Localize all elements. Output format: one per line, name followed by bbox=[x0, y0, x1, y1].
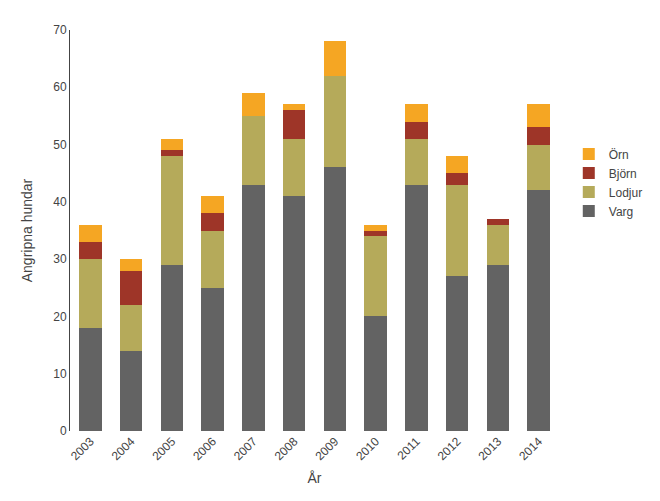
svg-text:20: 20 bbox=[53, 310, 67, 324]
svg-text:2014: 2014 bbox=[516, 434, 545, 463]
svg-text:2008: 2008 bbox=[272, 434, 301, 463]
svg-text:Örn: Örn bbox=[609, 148, 629, 162]
svg-text:2011: 2011 bbox=[395, 434, 423, 462]
svg-text:Angripna hundar: Angripna hundar bbox=[19, 178, 35, 282]
svg-text:Varg: Varg bbox=[609, 205, 633, 219]
svg-text:40: 40 bbox=[53, 195, 67, 209]
svg-text:Björn: Björn bbox=[609, 167, 637, 181]
svg-text:2010: 2010 bbox=[353, 434, 382, 463]
svg-text:50: 50 bbox=[53, 138, 67, 152]
svg-text:2009: 2009 bbox=[312, 434, 341, 463]
svg-text:2006: 2006 bbox=[190, 434, 219, 463]
svg-text:2012: 2012 bbox=[435, 434, 464, 463]
svg-text:30: 30 bbox=[53, 252, 67, 266]
svg-text:2003: 2003 bbox=[68, 434, 97, 463]
svg-text:2013: 2013 bbox=[475, 434, 504, 463]
svg-text:År: År bbox=[308, 470, 322, 486]
svg-text:2007: 2007 bbox=[231, 434, 260, 463]
svg-text:0: 0 bbox=[60, 424, 67, 438]
svg-text:2005: 2005 bbox=[149, 434, 178, 463]
svg-text:2004: 2004 bbox=[109, 434, 138, 463]
svg-text:60: 60 bbox=[53, 80, 67, 94]
svg-text:70: 70 bbox=[53, 23, 67, 37]
svg-text:10: 10 bbox=[53, 367, 67, 381]
svg-text:Lodjur: Lodjur bbox=[609, 186, 642, 200]
